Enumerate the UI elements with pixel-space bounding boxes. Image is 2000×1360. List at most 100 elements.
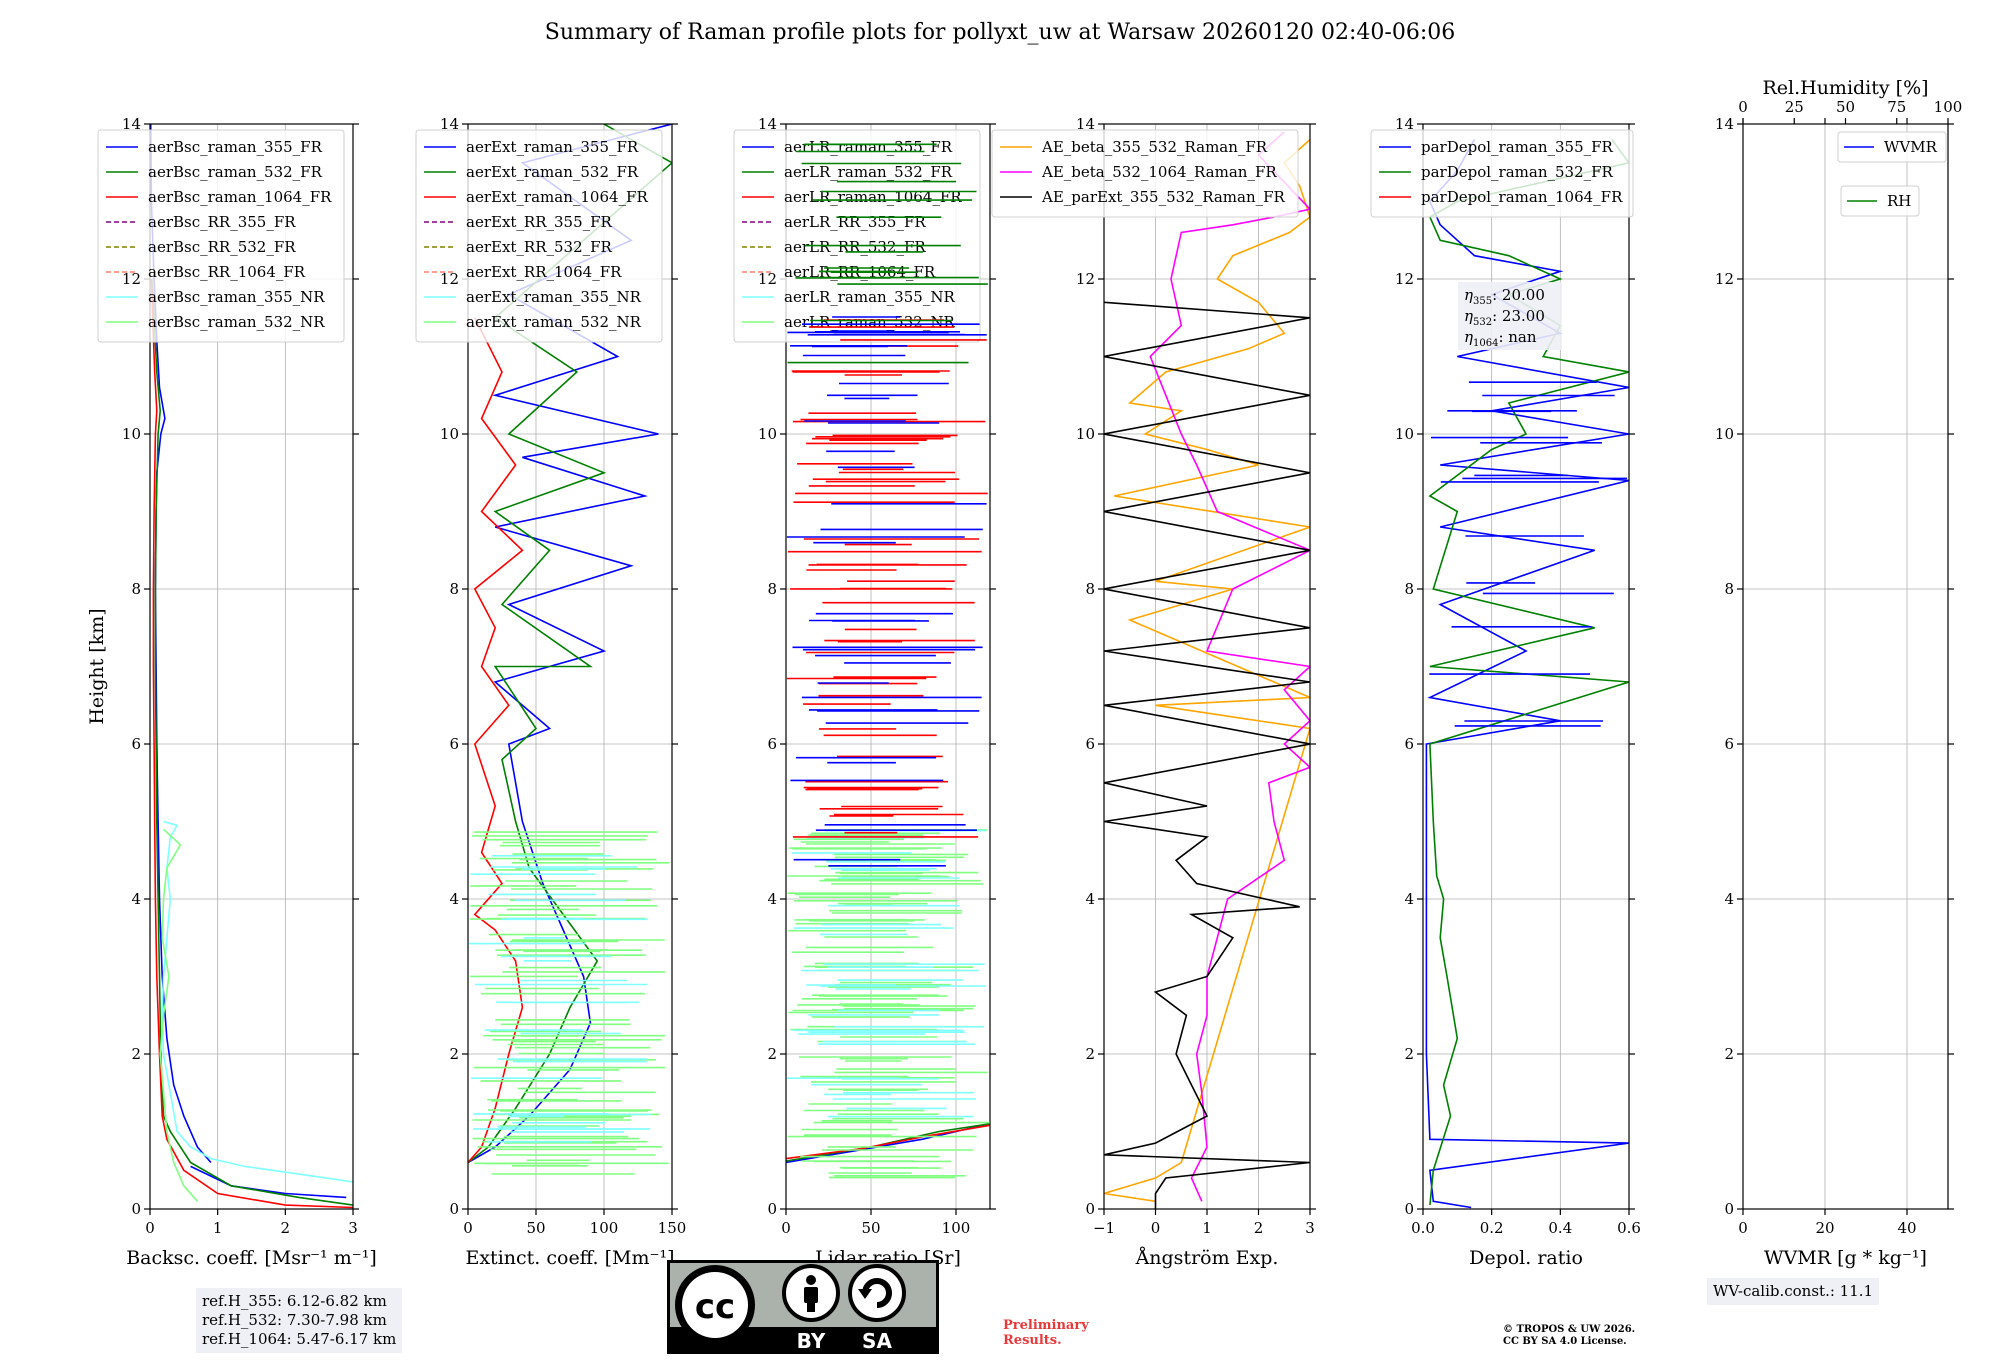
axes-frame-extinction: [467, 123, 673, 1210]
y-tick-label-wvmr: 14: [1715, 115, 1734, 133]
y-tick-label-wvmr: 4: [1724, 890, 1734, 908]
panel-depolarization: [1370, 123, 1635, 1215]
y-tick-label-lidar_ratio: 8: [767, 580, 777, 598]
legend-box-WVMR: [1837, 131, 1947, 163]
wv-calib-const: WV-calib.const.: 11.1: [1713, 1282, 1874, 1300]
panel-angstrom: [991, 123, 1316, 1215]
legend-label-aerExt_raman_532_FR: aerExt_raman_532_FR: [466, 163, 639, 181]
panel-wvmr: [1737, 118, 1954, 1215]
y-tick-label-angstrom: 14: [1076, 115, 1095, 133]
legend-label-aerLR_raman_532_NR: aerLR_raman_532_NR: [784, 313, 955, 331]
retrieval-noise-lidar_ratio: [787, 829, 990, 1179]
x-tick-label-extinction: 100: [590, 1219, 619, 1237]
x-tick-label-angstrom: 0: [1151, 1219, 1161, 1237]
legend-label-aerBsc_RR_532_FR: aerBsc_RR_532_FR: [148, 238, 296, 256]
y-axis-label: Height [km]: [86, 608, 108, 724]
y-tick-label-lidar_ratio: 6: [767, 735, 777, 753]
legend-angstrom: [991, 129, 1299, 218]
eta-532-label: η532: 23.00: [1464, 307, 1545, 328]
axes-frame-wvmr: [1742, 123, 1949, 1210]
y-tick-label-depolarization: 0: [1404, 1200, 1414, 1218]
x-tick-label-extinction: 50: [526, 1219, 545, 1237]
series-line-AE_parExt_355_532_Raman_FR: [1104, 301, 1310, 1209]
series-line-aerLR_raman_532_FR: [786, 1123, 990, 1162]
y-tick-label-angstrom: 0: [1085, 1200, 1095, 1218]
y-tick-label-lidar_ratio: 14: [758, 115, 777, 133]
y-tick-label-wvmr: 6: [1724, 735, 1734, 753]
legend-box-lidar_ratio: [733, 129, 981, 343]
y-tick-label-lidar_ratio: 2: [767, 1045, 777, 1063]
x-tick-label-wvmr: 40: [1897, 1219, 1916, 1237]
x-tick-label-depolarization: 0.4: [1548, 1219, 1572, 1237]
y-tick-label-depolarization: 8: [1404, 580, 1414, 598]
by-label: BY: [797, 1329, 826, 1353]
legend-label-aerExt_raman_1064_FR: aerExt_raman_1064_FR: [466, 188, 648, 206]
sa-icon-arrow: [862, 1278, 892, 1308]
y-tick-label-depolarization: 14: [1395, 115, 1414, 133]
legend-label-aerExt_RR_1064_FR: aerExt_RR_1064_FR: [466, 263, 622, 281]
legend-depolarization: [1370, 129, 1634, 218]
legend-label-AE_beta_532_1064_Raman_FR: AE_beta_532_1064_Raman_FR: [1041, 163, 1277, 181]
sa-label: SA: [862, 1329, 892, 1353]
series-line-backscatter-extra: [162, 1115, 353, 1206]
y-tick-label-depolarization: 2: [1404, 1045, 1414, 1063]
copyright-line-1: © TROPOS & UW 2026.: [1503, 1324, 1636, 1335]
series-line-parDepol_raman_532_FR: [1428, 139, 1629, 1206]
y-tick-label-lidar_ratio: 10: [758, 425, 777, 443]
legend-label-aerBsc_raman_532_FR: aerBsc_raman_532_FR: [148, 163, 323, 181]
x-tick-label-depolarization: 0.6: [1617, 1219, 1641, 1237]
x-tick-label-extinction: 0: [463, 1219, 473, 1237]
series-group-angstrom: [1104, 131, 1310, 1209]
legend-box-angstrom: [991, 129, 1299, 218]
legend-label-parDepol_raman_1064_FR: parDepol_raman_1064_FR: [1421, 188, 1623, 206]
y-tick-label-lidar_ratio: 0: [767, 1200, 777, 1218]
wv-calib-box: WV-calib.const.: 11.1: [1707, 1278, 1880, 1305]
top-x-tick-label-wvmr: 0: [1738, 98, 1748, 116]
legend-label-aerLR_RR_532_FR: aerLR_RR_532_FR: [784, 238, 926, 256]
eta-1064-label: η1064: nan: [1464, 328, 1537, 349]
retrieval-noise-depolarization: [1429, 381, 1628, 727]
series-line-aerBsc_raman_355_NR: [161, 820, 353, 1183]
x-tick-label-angstrom: 2: [1254, 1219, 1264, 1237]
y-tick-label-extinction: 6: [449, 735, 459, 753]
cc-text: cc: [695, 1287, 735, 1327]
ref-h-1064: ref.H_1064: 5.47-6.17 km: [202, 1330, 397, 1348]
y-tick-label-angstrom: 8: [1085, 580, 1095, 598]
y-tick-label-wvmr: 8: [1724, 580, 1734, 598]
x-tick-label-angstrom: 3: [1305, 1219, 1315, 1237]
y-tick-label-backscatter: 14: [122, 115, 141, 133]
y-tick-label-wvmr: 12: [1715, 270, 1734, 288]
series-group-backscatter: [150, 124, 353, 1209]
y-tick-label-extinction: 10: [440, 425, 459, 443]
axes-frame-depolarization: [1422, 123, 1630, 1210]
series-line-aerBsc_raman_532_FR: [151, 278, 165, 1117]
y-tick-label-extinction: 0: [449, 1200, 459, 1218]
y-tick-label-wvmr: 10: [1715, 425, 1734, 443]
legend-box-RH: [1840, 185, 1920, 217]
legend-label-aerBsc_RR_1064_FR: aerBsc_RR_1064_FR: [148, 263, 306, 281]
y-tick-label-depolarization: 4: [1404, 890, 1414, 908]
legend-backscatter: [97, 129, 345, 343]
top-x-tick-label-wvmr: 100: [1934, 98, 1963, 116]
x-tick-label-depolarization: 0.0: [1411, 1219, 1435, 1237]
legend-box-depolarization: [1370, 129, 1634, 218]
series-line-AE_beta_355_532_Raman_FR: [1104, 138, 1310, 1203]
x-axis-label-angstrom: Ångström Exp.: [1135, 1247, 1279, 1269]
legend-label-aerBsc_raman_1064_FR: aerBsc_raman_1064_FR: [148, 188, 332, 206]
legend-label-aerLR_raman_355_NR: aerLR_raman_355_NR: [784, 288, 955, 306]
y-tick-label-angstrom: 10: [1076, 425, 1095, 443]
legend-label-aerBsc_raman_355_NR: aerBsc_raman_355_NR: [148, 288, 325, 306]
y-tick-label-angstrom: 2: [1085, 1045, 1095, 1063]
axes-frame-lidar_ratio: [785, 123, 991, 1210]
preliminary-line-1: Preliminary: [1003, 1318, 1089, 1333]
axes-frame-backscatter: [149, 123, 354, 1210]
legend-label-aerBsc_raman_532_NR: aerBsc_raman_532_NR: [148, 313, 325, 331]
cc-icon: [682, 1272, 748, 1338]
retrieval-noise-lidar_ratio: [786, 319, 988, 838]
y-tick-label-backscatter: 8: [131, 580, 141, 598]
retrieval-noise-lidar_ratio: [787, 143, 988, 364]
legend-label-aerBsc_raman_355_FR: aerBsc_raman_355_FR: [148, 138, 323, 156]
legend-label-aerExt_raman_355_NR: aerExt_raman_355_NR: [466, 288, 642, 306]
y-tick-label-backscatter: 10: [122, 425, 141, 443]
by-icon-head: [806, 1275, 816, 1285]
